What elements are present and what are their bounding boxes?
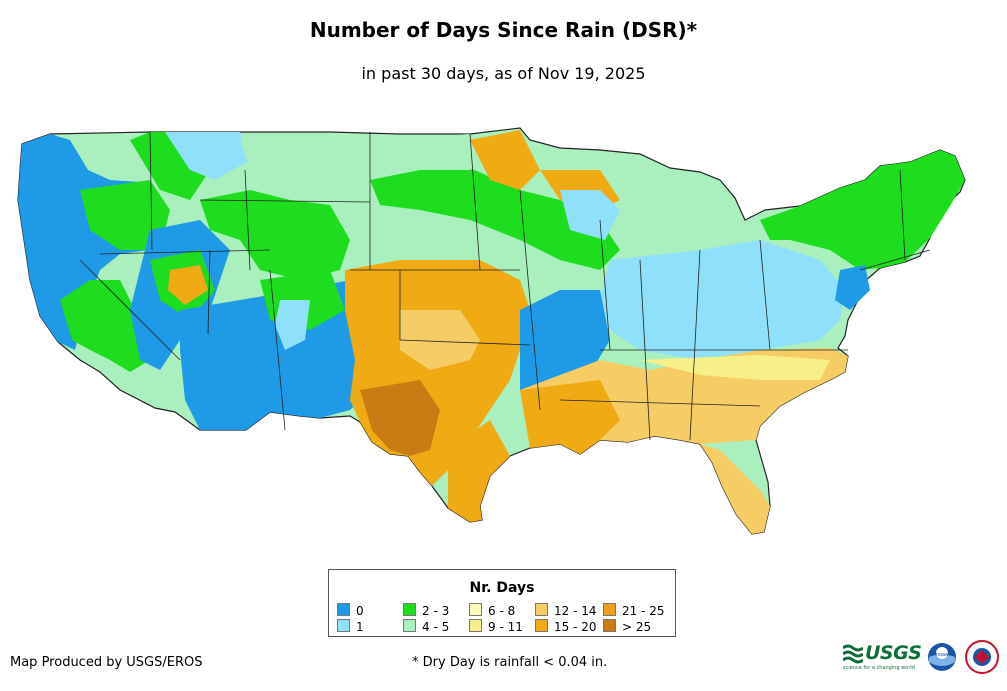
legend-item: 12 - 14 [535,603,597,618]
legend-swatch [403,603,416,616]
legend-item: 4 - 5 [403,619,449,634]
legend-item: 9 - 11 [469,619,523,634]
us-dsr-map [17,127,966,535]
credit-text: Map Produced by USGS/EROS [10,655,203,670]
legend-swatch [535,603,548,616]
legend-item: 21 - 25 [603,603,665,618]
legend-item: > 25 [603,619,651,634]
agency-logos: USGS science for a changing world noaa [843,638,1003,674]
legend-swatch [469,603,482,616]
usgs-logo: USGS [865,642,922,664]
legend-label: 1 [356,620,364,634]
map-title: Number of Days Since Rain (DSR)* [309,18,698,42]
legend-item: 15 - 20 [535,619,597,634]
noaa-logo-icon: noaa [928,643,956,671]
footnote: * Dry Day is rainfall < 0.04 in. [412,655,608,670]
legend-label: 21 - 25 [622,604,665,618]
legend-label: 0 [356,604,364,618]
legend-label: 12 - 14 [554,604,597,618]
legend-swatch [603,619,616,632]
legend: Nr. Days 0 1 2 - 3 4 - 5 6 - 8 9 - 11 12… [328,569,676,637]
legend-item: 2 - 3 [403,603,449,618]
legend-swatch [535,619,548,632]
map-subtitle: in past 30 days, as of Nov 19, 2025 [361,64,646,83]
legend-swatch [603,603,616,616]
usgs-tagline: science for a changing world [843,665,915,671]
legend-item: 0 [337,603,364,618]
legend-label: 4 - 5 [422,620,450,634]
legend-swatch [337,603,350,616]
legend-item: 6 - 8 [469,603,515,618]
noaa-logo-text: noaa [936,652,948,658]
legend-label: 9 - 11 [488,620,523,634]
legend-swatch [337,619,350,632]
legend-swatch [403,619,416,632]
usgs-wave-icon [843,644,863,664]
state-boundaries [79,131,931,441]
legend-swatch [469,619,482,632]
legend-label: > 25 [622,620,652,634]
legend-label: 15 - 20 [554,620,597,634]
legend-title: Nr. Days [469,580,535,596]
nws-logo-icon [965,640,999,674]
legend-label: 6 - 8 [488,604,516,618]
legend-label: 2 - 3 [422,604,450,618]
legend-item: 1 [337,619,364,634]
